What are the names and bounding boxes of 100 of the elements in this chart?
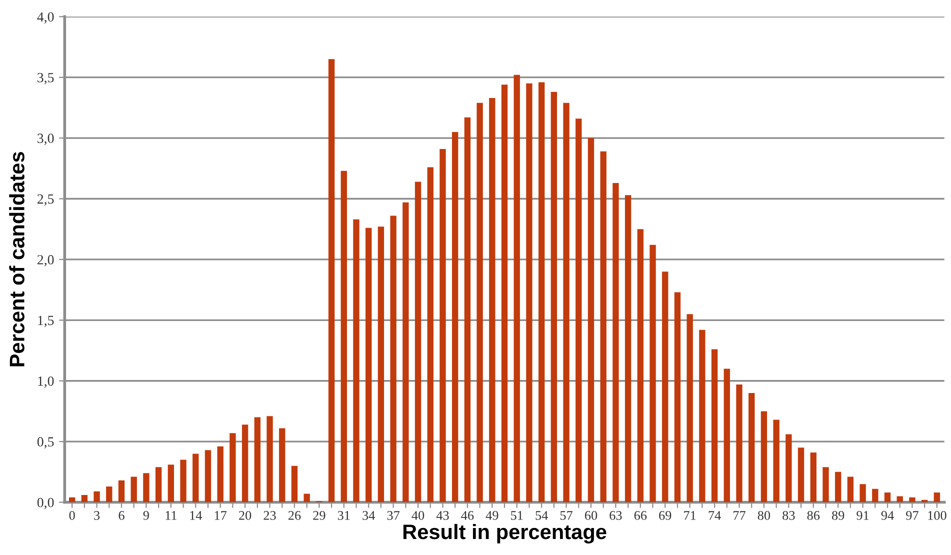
bar	[686, 314, 693, 502]
x-tick-label: 89	[832, 510, 844, 520]
bar	[501, 84, 508, 502]
bar	[414, 182, 422, 502]
x-tick-label: 83	[782, 510, 795, 520]
bar	[860, 484, 866, 502]
bar	[662, 272, 668, 502]
bar	[230, 433, 236, 502]
x-tick-label: 51	[511, 511, 523, 520]
x-tick-label: 63	[610, 511, 622, 520]
bar	[440, 148, 446, 502]
bar	[94, 491, 100, 502]
bar	[736, 384, 742, 502]
bar	[452, 132, 458, 502]
x-tick-label: 54	[536, 511, 548, 520]
bar	[340, 170, 347, 502]
x-tick-label: 74	[708, 511, 721, 520]
bar	[637, 229, 644, 502]
bar	[748, 393, 755, 502]
bar	[118, 480, 125, 502]
bar	[402, 202, 409, 502]
y-tick-label: 3,0	[38, 134, 54, 146]
x-tick-label: 57	[560, 511, 572, 520]
y-tick-label: 2,5	[38, 194, 54, 206]
bar	[328, 59, 335, 502]
x-axis-title: Result in percentage	[403, 524, 606, 544]
bar	[68, 497, 76, 502]
x-tick-label: 9	[143, 511, 149, 520]
bar	[81, 494, 88, 502]
bar	[822, 467, 829, 502]
bar	[464, 117, 471, 502]
bar	[291, 466, 298, 502]
x-tick-label: 86	[807, 510, 820, 520]
x-tick-label: 26	[288, 511, 301, 520]
bar	[798, 448, 804, 502]
bar	[366, 228, 372, 502]
bar	[600, 151, 606, 502]
bar	[884, 492, 891, 502]
bar	[180, 460, 186, 502]
y-tick-label: 2,0	[38, 255, 54, 266]
x-tick-label: 66	[634, 511, 647, 520]
bar	[588, 138, 594, 502]
bar	[538, 82, 545, 502]
bar	[427, 167, 434, 502]
x-tick-label: 20	[239, 510, 252, 520]
x-tick-label: 37	[387, 511, 400, 520]
x-tick-label: 0	[69, 510, 75, 520]
bar	[168, 464, 174, 502]
x-tick-label: 31	[338, 511, 350, 520]
bar	[514, 74, 520, 502]
bar	[204, 450, 212, 502]
bar	[242, 424, 248, 502]
x-tick-label: 69	[659, 511, 672, 520]
bar	[847, 476, 854, 502]
y-tick-label: 1,5	[38, 316, 54, 328]
bar	[650, 244, 656, 502]
bar	[563, 102, 570, 502]
x-tick-label: 11	[166, 511, 176, 520]
bar	[711, 349, 718, 502]
x-tick-label: 77	[734, 511, 746, 520]
x-tick-label: 17	[214, 511, 227, 520]
bar	[896, 496, 903, 502]
bar	[254, 417, 260, 502]
x-tick-label: 23	[264, 511, 276, 520]
bar	[699, 330, 706, 502]
bar	[353, 219, 360, 502]
x-tick-label: 49	[486, 511, 498, 520]
bar	[217, 446, 224, 502]
bar	[279, 428, 286, 502]
bar	[773, 420, 780, 502]
x-tick-label: 14	[190, 511, 202, 520]
bar	[130, 476, 137, 502]
bar	[760, 411, 768, 502]
bar	[378, 226, 384, 502]
bar	[909, 497, 916, 502]
bar	[476, 102, 483, 502]
y-tick-label: 3,5	[38, 72, 54, 84]
x-tick-label: 34	[362, 511, 375, 520]
bar	[155, 467, 162, 502]
bar	[835, 472, 842, 502]
x-tick-label: 97	[906, 511, 918, 520]
bar	[390, 216, 396, 502]
bar	[576, 118, 582, 502]
bar	[810, 452, 816, 502]
x-tick-label: 29	[313, 511, 326, 520]
bar	[489, 98, 496, 502]
x-tick-label: 100	[928, 510, 946, 520]
bar	[786, 434, 792, 502]
x-tick-label: 40	[412, 510, 424, 520]
x-tick-label: 3	[94, 511, 100, 520]
y-tick-label: 1,0	[38, 376, 54, 388]
bar	[106, 486, 112, 502]
bar	[526, 83, 532, 502]
x-tick-label: 43	[436, 511, 449, 520]
x-tick-label: 60	[584, 510, 598, 520]
bar	[934, 492, 940, 502]
y-tick-label: 0,0	[37, 498, 54, 510]
x-tick-label: 91	[856, 511, 869, 520]
bar	[624, 195, 632, 502]
bar	[612, 182, 619, 502]
